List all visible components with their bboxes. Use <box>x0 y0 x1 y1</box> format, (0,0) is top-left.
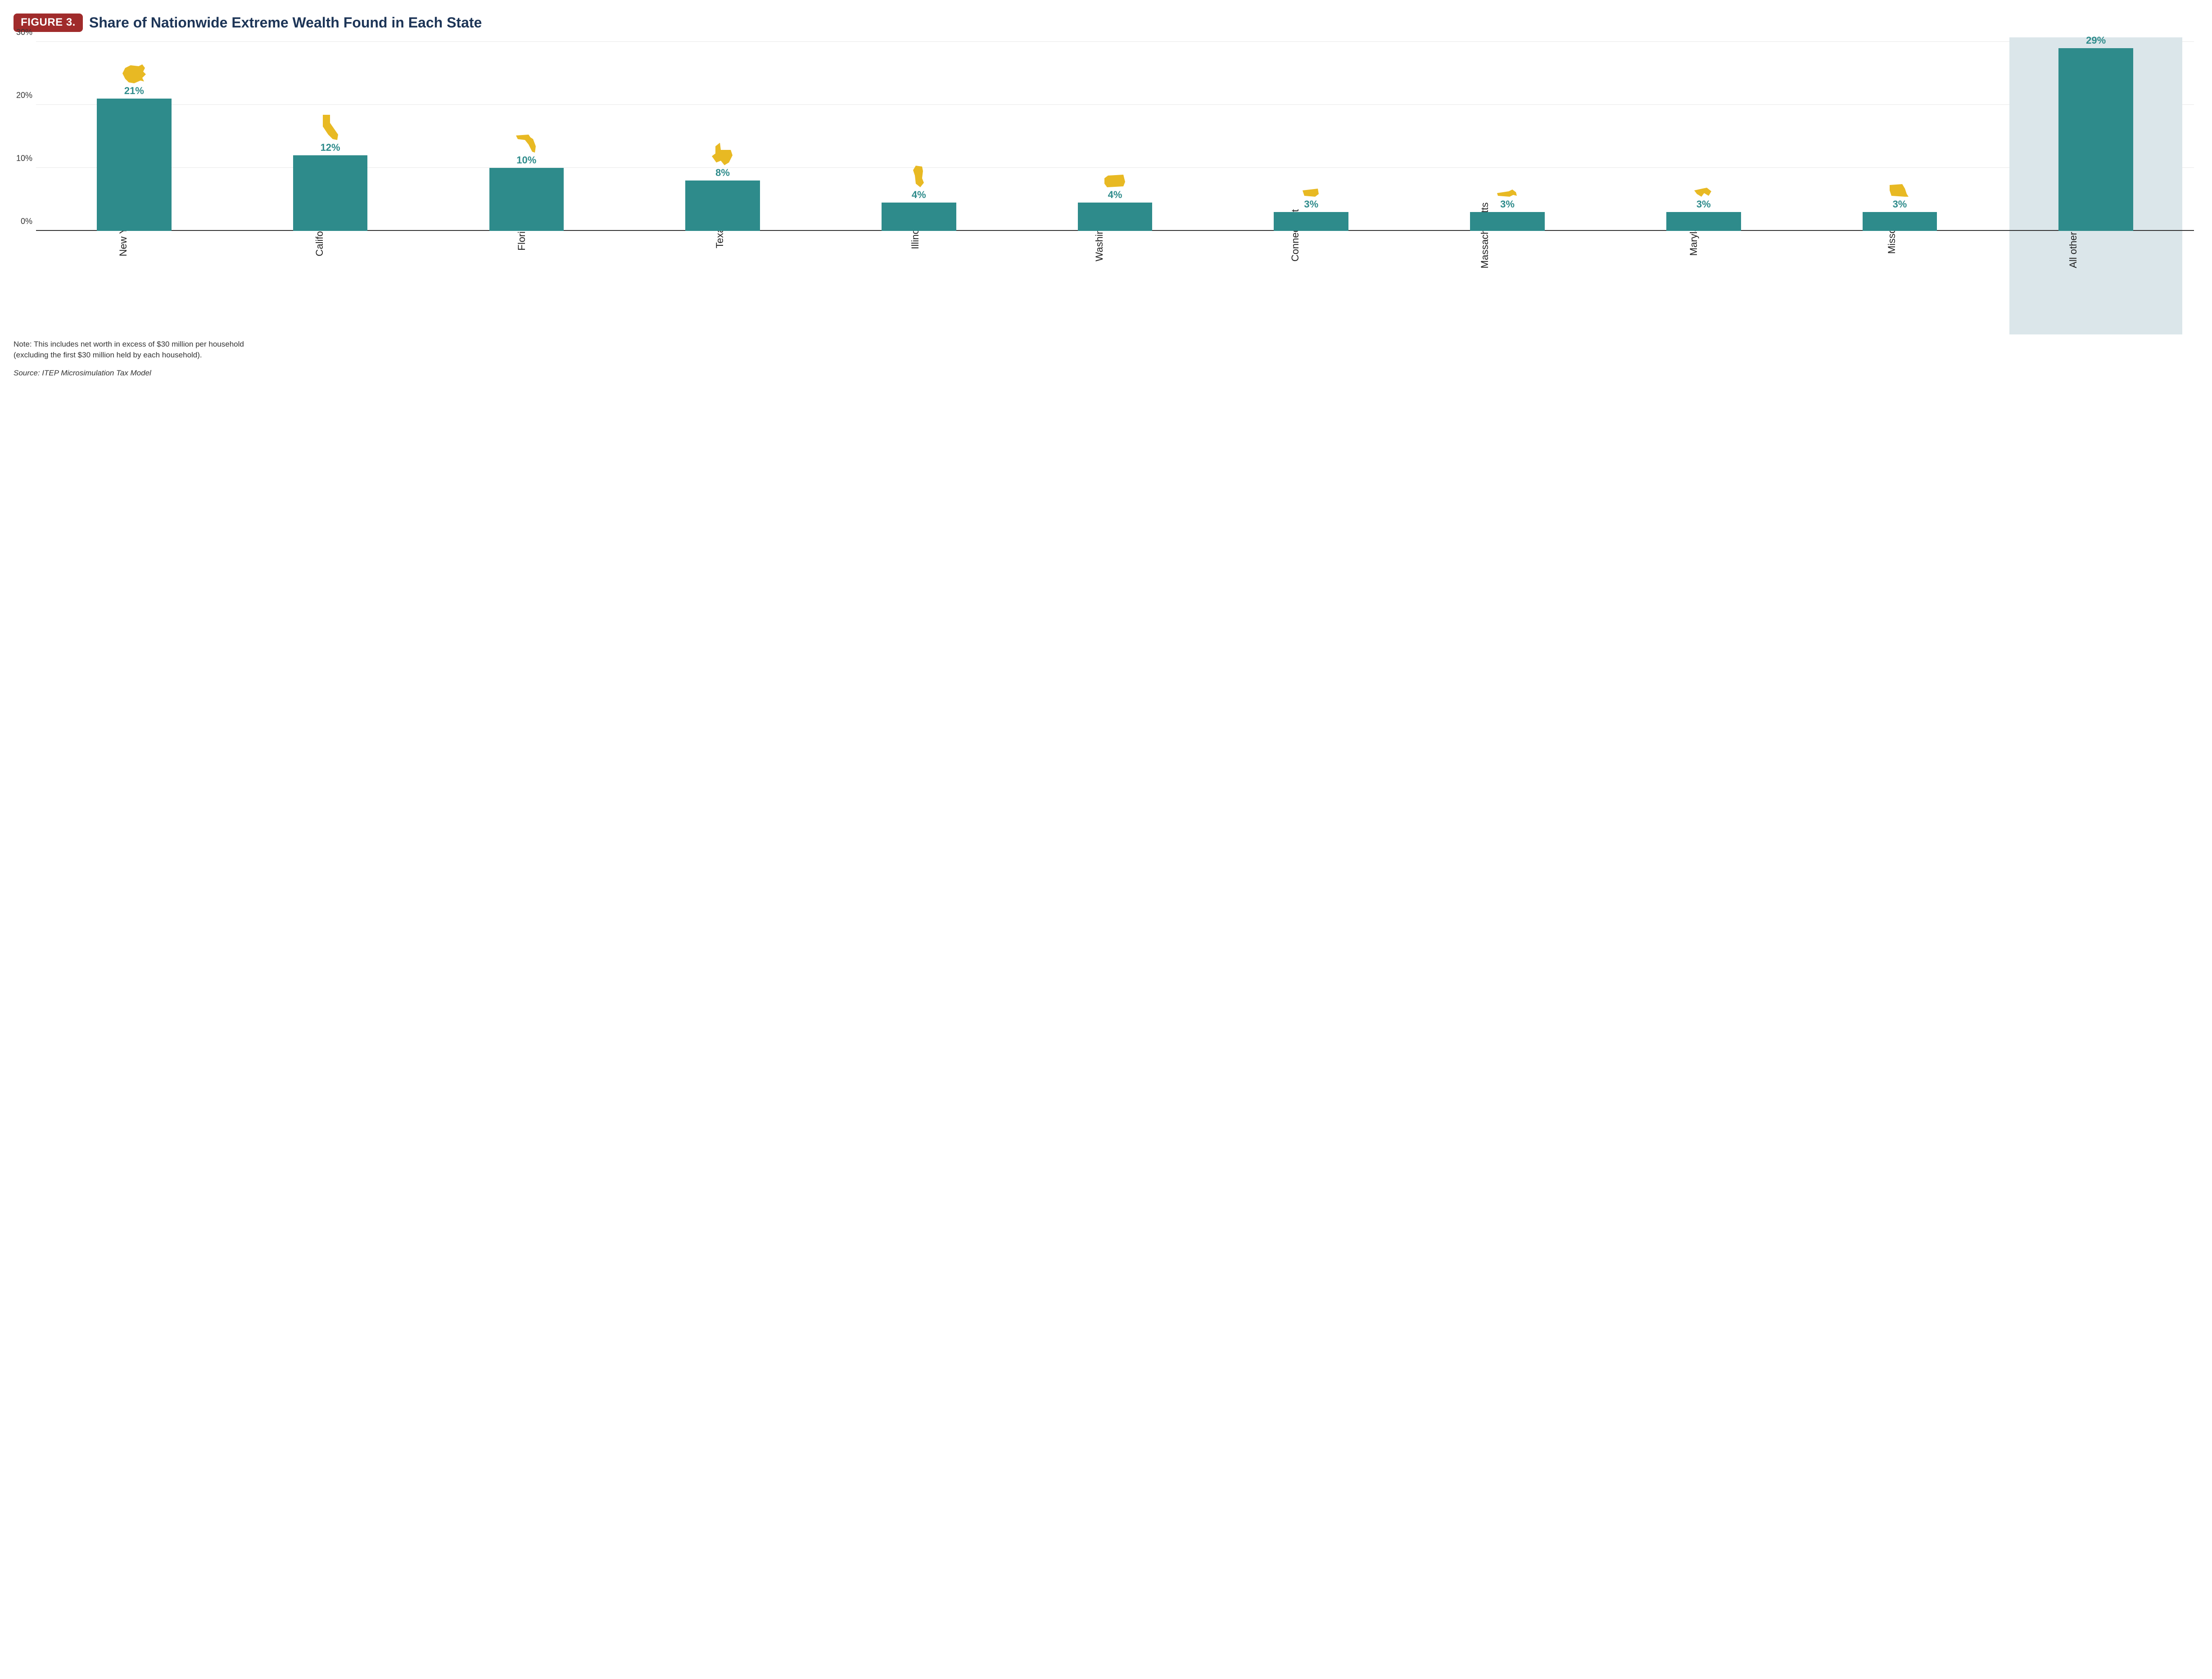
bar-value-label: 10% <box>516 154 536 166</box>
x-axis-label: Connecticut <box>1213 235 1409 330</box>
bar-slot: 4% <box>1017 42 1213 231</box>
wa-state-icon <box>1104 174 1127 189</box>
figure-header: FIGURE 3. Share of Nationwide Extreme We… <box>14 14 2194 32</box>
y-tick: 20% <box>14 91 36 100</box>
x-axis-label: Massachusetts <box>1409 235 1606 330</box>
bar-value-label: 3% <box>1500 199 1515 210</box>
x-axis-label: Missouri <box>1802 235 1998 330</box>
bar-slot: 12% <box>232 42 429 231</box>
figure-title: Share of Nationwide Extreme Wealth Found… <box>89 15 482 31</box>
chart-note: Note: This includes net worth in excess … <box>14 339 2194 361</box>
y-tick: 30% <box>14 28 36 37</box>
ct-state-icon <box>1302 188 1321 199</box>
y-tick: 10% <box>14 154 36 163</box>
bar <box>293 155 368 231</box>
bar-slot: 3% <box>1606 42 1802 231</box>
mo-state-icon <box>1889 183 1910 199</box>
bar-value-label: 3% <box>1893 199 1907 210</box>
x-axis-label: Maryland <box>1606 235 1802 330</box>
bar-slot: 4% <box>821 42 1017 231</box>
bar-value-label: 21% <box>124 85 144 97</box>
bar <box>1470 212 1545 231</box>
ma-state-icon <box>1496 189 1519 199</box>
x-axis-label: New York <box>36 235 232 330</box>
note-line: (excluding the first $30 million held by… <box>14 351 202 359</box>
il-state-icon <box>912 165 926 189</box>
bar <box>685 181 760 231</box>
bar-value-label: 4% <box>912 189 926 201</box>
x-axis-label: Texas <box>624 235 821 330</box>
bar-value-label: 3% <box>1696 199 1711 210</box>
x-axis-label: Florida <box>428 235 624 330</box>
bar <box>1274 212 1348 231</box>
note-line: Note: This includes net worth in excess … <box>14 340 244 348</box>
bar-slot: 3% <box>1409 42 1606 231</box>
bar-slot: 10% <box>428 42 624 231</box>
bar <box>489 168 564 231</box>
tx-state-icon <box>711 142 734 167</box>
bar-value-label: 3% <box>1304 199 1318 210</box>
x-axis-label: California <box>232 235 429 330</box>
bar-slot: 29% <box>1998 42 2194 231</box>
chart-area: 0% 10% 20% 30% 21%12%10%8%4%4%3%3%3%3%29… <box>36 42 2194 231</box>
bar-slot: 3% <box>1802 42 1998 231</box>
bar <box>1863 212 1937 231</box>
x-axis-labels: New YorkCaliforniaFloridaTexasIllinoisWa… <box>36 235 2194 330</box>
bar <box>1666 212 1741 231</box>
y-tick: 0% <box>14 217 36 226</box>
plot-area: 21% 12% 10% 8% 4% 4% 3% 3% 3% 3% 29% <box>36 42 2194 231</box>
x-axis-label: Washington <box>1017 235 1213 330</box>
bar <box>882 203 956 231</box>
bar-slot: 3% <box>1213 42 1409 231</box>
fl-state-icon <box>515 133 538 154</box>
bar-value-label: 4% <box>1108 189 1122 201</box>
bars-container: 21% 12% 10% 8% 4% 4% 3% 3% 3% 3% 29% <box>36 42 2194 231</box>
bar-value-label: 12% <box>321 142 340 153</box>
bar <box>2058 48 2133 231</box>
md-state-icon <box>1693 187 1714 199</box>
bar-slot: 8% <box>624 42 821 231</box>
ca-state-icon <box>320 114 341 142</box>
x-axis-label: Illinois <box>821 235 1017 330</box>
x-axis-label: All other states <box>1998 235 2194 330</box>
bar <box>1078 203 1153 231</box>
bar <box>97 99 172 231</box>
chart-source: Source: ITEP Microsimulation Tax Model <box>14 369 2194 378</box>
y-axis: 0% 10% 20% 30% <box>14 42 36 231</box>
bar-slot: 21% <box>36 42 232 231</box>
bar-value-label: 8% <box>715 167 730 179</box>
bar-value-label: 29% <box>2086 35 2106 46</box>
ny-state-icon <box>121 63 148 85</box>
